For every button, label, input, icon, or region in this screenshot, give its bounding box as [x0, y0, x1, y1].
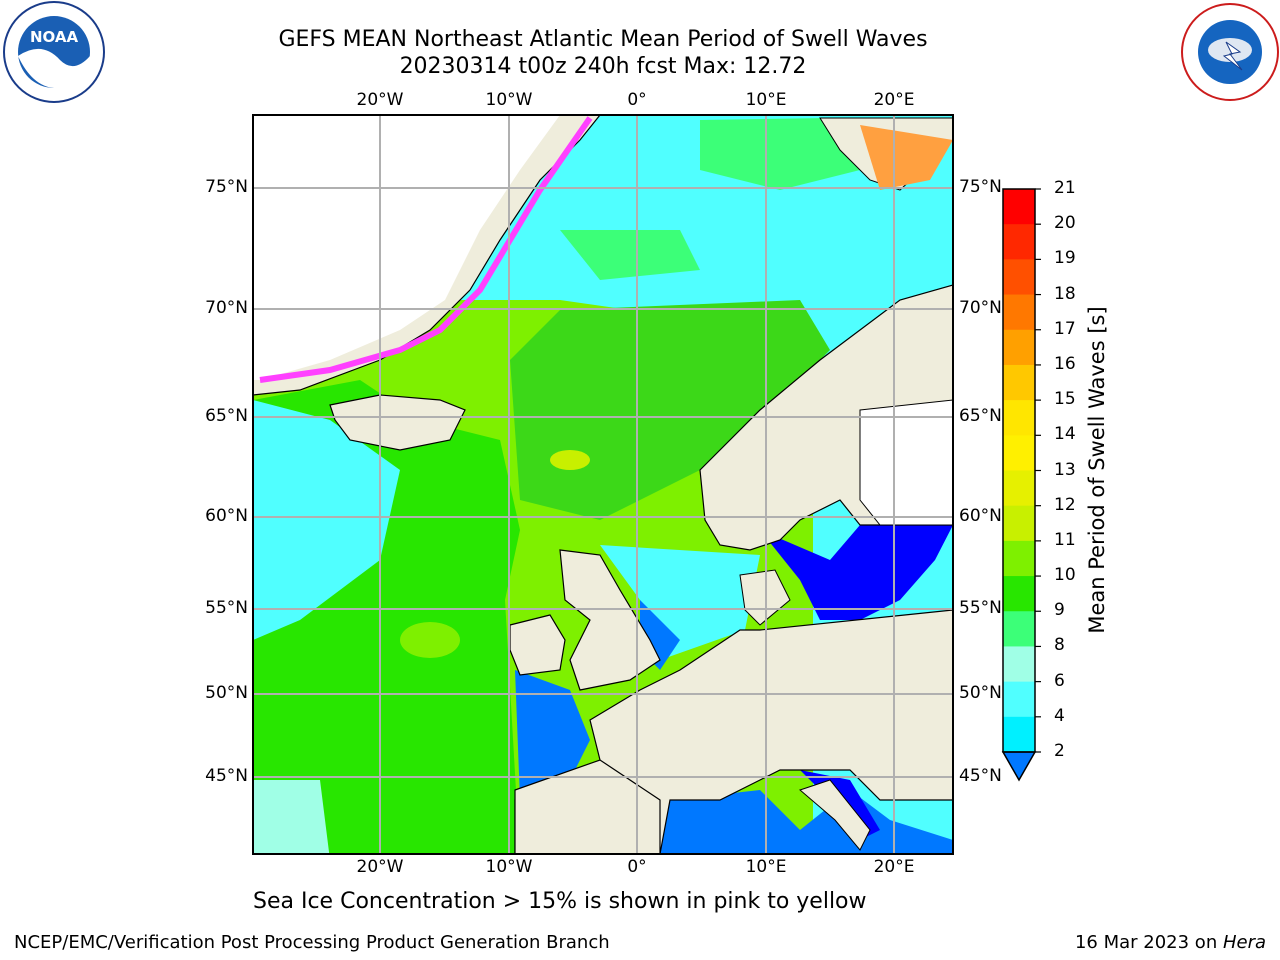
lat-label-right: 55°N	[959, 598, 1002, 618]
mediterranean	[660, 790, 953, 854]
lat-label-left: 50°N	[205, 683, 248, 703]
colorbar-tick-label: 20	[1054, 213, 1076, 234]
lon-label-top: 10°W	[485, 90, 533, 110]
swell-green-central	[510, 300, 830, 520]
colorbar-segment	[1003, 611, 1035, 647]
colorbar-segment	[1003, 329, 1035, 366]
lat-label-left: 65°N	[205, 406, 248, 426]
lat-label-left: 70°N	[205, 298, 248, 318]
noaa-logo: NOAA	[2, 0, 106, 108]
lat-label-right: 65°N	[959, 406, 1002, 426]
colorbar-tick-label: 13	[1054, 459, 1076, 480]
lat-label-right: 50°N	[959, 683, 1002, 703]
lon-label-top: 20°W	[356, 90, 404, 110]
colorbar-tick-label: 15	[1054, 389, 1076, 410]
footer-date: 16 Mar 2023 on Hera	[1075, 932, 1266, 953]
colorbar-tick-label: 11	[1054, 529, 1076, 550]
colorbar-tick-label: 6	[1054, 670, 1065, 691]
colorbar-segment	[1003, 470, 1035, 507]
colorbar-segment	[1003, 540, 1035, 577]
colorbar-segment	[1003, 716, 1035, 753]
colorbar-tick-label: 17	[1054, 318, 1076, 339]
iceland-land	[329, 394, 466, 451]
colorbar-tick-label: 16	[1054, 353, 1076, 374]
lat-label-left: 75°N	[205, 177, 248, 197]
colorbar-tick-label: 18	[1054, 283, 1076, 304]
colorbar-segment	[1003, 364, 1035, 401]
swell-max-patch	[550, 450, 590, 470]
footer-credit: NCEP/EMC/Verification Post Processing Pr…	[14, 932, 610, 953]
colorbar-label: Mean Period of Swell Waves [s]	[1085, 306, 1109, 634]
swell-mint-patch	[560, 230, 700, 280]
footer-date-text: 16 Mar 2023 on	[1074, 932, 1223, 953]
lon-label-bottom: 0°	[627, 857, 647, 877]
colorbar-tick-label: 4	[1054, 705, 1065, 726]
colorbar-tick-label: 9	[1054, 600, 1065, 621]
colorbar-segment	[1003, 259, 1035, 296]
colorbar-tick-label: 19	[1054, 248, 1076, 269]
lat-label-right: 45°N	[959, 766, 1002, 786]
north-sea	[600, 545, 760, 660]
colorbar-extend-triangle	[1001, 751, 1037, 782]
map-subtitle: 20230314 t00z 240h fcst Max: 12.72	[399, 54, 807, 79]
lat-label-left: 60°N	[205, 506, 248, 526]
colorbar-segment	[1003, 400, 1035, 436]
lon-label-top: 20°E	[873, 90, 915, 110]
lon-label-bottom: 10°W	[485, 857, 533, 877]
lat-label-right: 60°N	[959, 506, 1002, 526]
colorbar-tick-label: 10	[1054, 565, 1076, 586]
baltic-sea	[760, 525, 953, 620]
greenland-ice-interior	[253, 115, 560, 380]
graticule	[253, 115, 953, 854]
great-britain-land	[559, 549, 661, 691]
gulf-bothnia-ice	[859, 399, 953, 526]
colorbar-tick-label: 12	[1054, 494, 1076, 515]
colorbar-segment	[1003, 505, 1035, 542]
map-title: GEFS MEAN Northeast Atlantic Mean Period…	[278, 27, 928, 52]
lon-label-top: 0°	[627, 90, 647, 110]
barents-ice	[860, 125, 953, 190]
colorbar-segment	[1003, 294, 1035, 331]
colorbar-segment	[1003, 646, 1035, 683]
colorbar-tick-label: 21	[1054, 178, 1076, 198]
lat-label-left: 45°N	[205, 766, 248, 786]
nws-logo	[1180, 2, 1280, 106]
colorbar-segment	[1003, 435, 1035, 471]
lon-label-bottom: 20°W	[356, 857, 404, 877]
lat-label-right: 75°N	[959, 177, 1002, 197]
italy-land	[799, 779, 871, 851]
colorbar-tick-label: 2	[1054, 741, 1065, 761]
swell-lightcyan-sw	[253, 780, 330, 854]
lon-label-bottom: 10°E	[745, 857, 787, 877]
lat-label-left: 55°N	[205, 598, 248, 618]
colorbar-tick-label: 14	[1054, 424, 1076, 445]
sea-ice-note: Sea Ice Concentration > 15% is shown in …	[253, 889, 867, 914]
biscay-blue	[515, 670, 590, 800]
colorbar-segment	[1003, 224, 1035, 260]
colorbar-tick-label: 8	[1054, 635, 1065, 656]
footer-host: Hera	[1222, 932, 1266, 953]
colorbar-segment	[1003, 189, 1035, 225]
iberia-land	[514, 759, 661, 854]
lon-label-bottom: 20°E	[873, 857, 915, 877]
colorbar	[1001, 188, 1041, 782]
lat-label-right: 70°N	[959, 298, 1002, 318]
svg-text:NOAA: NOAA	[30, 28, 79, 46]
swell-mint-svalbard	[700, 118, 860, 190]
lon-label-top: 10°E	[745, 90, 787, 110]
swell-cyan-west	[253, 400, 400, 640]
map-frame	[252, 114, 954, 855]
colorbar-segment	[1003, 681, 1035, 718]
colorbar-segment	[1003, 576, 1035, 612]
